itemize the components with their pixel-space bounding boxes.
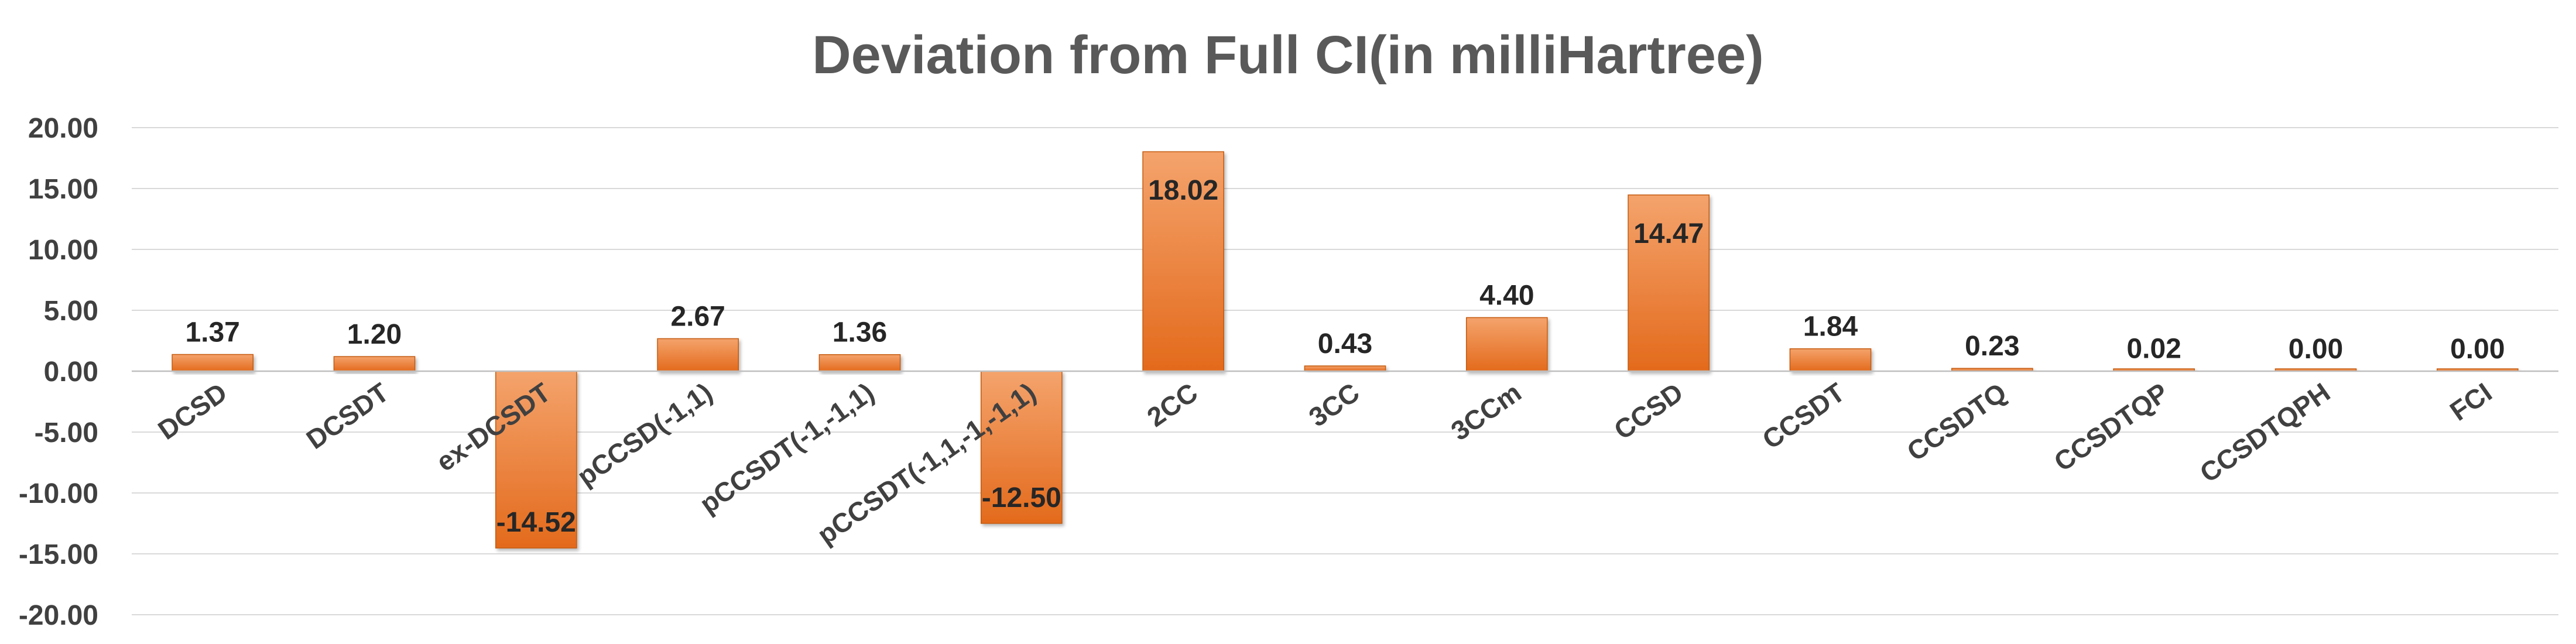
bar (1789, 348, 1872, 372)
bar (657, 338, 739, 372)
data-label: 1.36 (833, 317, 887, 348)
bar (495, 371, 577, 549)
category-label: DCSDT (301, 377, 395, 455)
data-label: 0.00 (2289, 334, 2343, 365)
data-label: 0.02 (2126, 334, 2181, 365)
data-label: 14.47 (1633, 218, 1704, 249)
data-label: 0.23 (1965, 331, 2019, 362)
data-label: -14.52 (496, 507, 576, 538)
y-tick-label: -20.00 (19, 600, 98, 631)
chart-title: Deviation from Full CI(in milliHartree) (812, 25, 1764, 85)
data-label: 4.40 (1479, 280, 1534, 311)
y-tick-label: 0.00 (44, 357, 98, 388)
category-label: 3CCm (1445, 377, 1527, 447)
data-label: 0.43 (1318, 328, 1372, 359)
category-label: FCI (2444, 377, 2498, 427)
category-label: 2CC (1142, 377, 1203, 433)
y-tick-label: 20.00 (28, 113, 98, 144)
category-label: CCSD (1608, 377, 1688, 446)
y-tick-label: 5.00 (44, 296, 98, 327)
y-tick-label: 10.00 (28, 235, 98, 266)
bar (981, 371, 1063, 524)
category-label: CCSDTQ (1902, 377, 2012, 467)
category-label: DCSD (152, 377, 232, 446)
y-tick-label: -5.00 (35, 417, 98, 448)
data-label: -12.50 (982, 482, 1061, 513)
bar (1628, 194, 1710, 372)
y-tick-label: -15.00 (19, 539, 98, 570)
category-label: 3CC (1303, 377, 1365, 433)
data-label: 2.67 (670, 301, 725, 332)
category-label: pCCSD(-1,1) (571, 377, 718, 492)
bar (1466, 317, 1548, 372)
bars (172, 151, 2519, 549)
y-tick-label: 15.00 (28, 174, 98, 205)
data-label: 1.37 (185, 317, 239, 348)
bar (1142, 151, 1225, 372)
y-axis-tick-labels: 20.00 15.00 10.00 5.00 0.00 -5.00 -10.00 -15.00… (19, 113, 98, 631)
category-label: CCSDT (1757, 377, 1851, 455)
data-label: 1.84 (1803, 311, 1858, 342)
bar (818, 354, 901, 372)
bar (1304, 365, 1386, 372)
data-label: 1.20 (347, 319, 402, 350)
data-labels: 1.37 1.20 -14.52 2.67 1.36 -12.50 18.02 0.43 4.4… (185, 175, 2505, 538)
bar (333, 356, 416, 372)
bar (172, 354, 254, 372)
y-tick-label: -10.00 (19, 478, 98, 509)
category-label: CCSDTQP (2049, 377, 2174, 478)
data-label: 18.02 (1148, 175, 1218, 206)
data-label: 0.00 (2450, 334, 2505, 365)
